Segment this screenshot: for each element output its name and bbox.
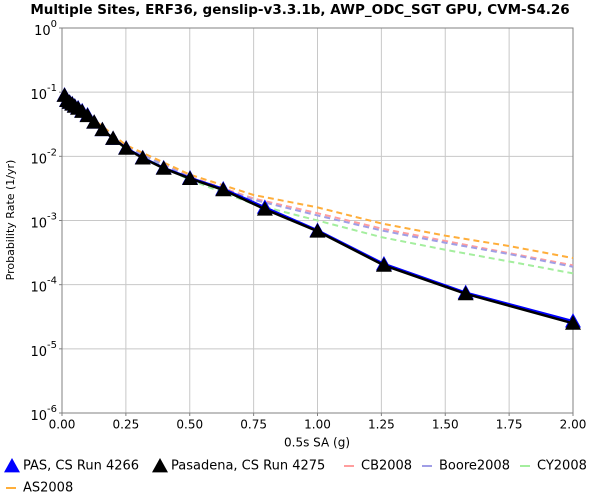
legend-marker	[152, 458, 168, 473]
data-point	[105, 130, 122, 145]
x-tick-label: 0.50	[176, 418, 203, 432]
data-point	[309, 223, 326, 238]
x-tick-label: 1.25	[368, 418, 395, 432]
y-tick-label: 10-6	[30, 404, 57, 424]
x-tick-label: 1.75	[496, 418, 523, 432]
x-tick-label: 0.25	[113, 418, 140, 432]
y-tick-exponent: 0	[51, 19, 57, 30]
x-tick-label: 0.75	[240, 418, 267, 432]
chart-title: Multiple Sites, ERF36, genslip-v3.3.1b, …	[30, 2, 569, 18]
data-point	[134, 150, 151, 165]
data-point	[118, 140, 135, 155]
y-tick-exponent: -4	[47, 276, 57, 287]
y-tick-exponent: -2	[47, 147, 57, 158]
y-tick-exponent: -6	[47, 404, 57, 415]
data-point	[155, 160, 172, 175]
data-point	[94, 121, 111, 137]
y-tick-label: 10-5	[30, 340, 57, 360]
data-point	[375, 257, 392, 272]
y-tick-exponent: -5	[47, 340, 57, 351]
legend-label: AS2008	[23, 481, 73, 496]
x-tick-label: 1.50	[432, 418, 459, 432]
x-tick-label: 1.00	[304, 418, 331, 432]
y-tick-base: 10	[30, 409, 47, 424]
data-point	[215, 181, 232, 197]
data-point	[182, 170, 199, 185]
x-tick-label: 0.00	[49, 418, 76, 432]
legend-marker	[4, 458, 20, 473]
data-point	[86, 114, 103, 129]
y-tick-label: 10-4	[30, 276, 57, 296]
data-point	[457, 285, 474, 301]
legend-label: Boore2008	[439, 459, 510, 474]
data-point	[79, 107, 96, 123]
y-tick-label: 100	[34, 19, 57, 39]
y-tick-base: 10	[30, 280, 47, 295]
y-axis-label: Probability Rate (1/yr)	[4, 160, 17, 281]
y-tick-exponent: -3	[47, 212, 57, 223]
plot-frame	[61, 27, 574, 414]
y-tick-base: 10	[30, 88, 47, 103]
y-tick-base: 10	[34, 24, 51, 39]
legend-label: CY2008	[537, 459, 587, 474]
data-point	[256, 201, 273, 216]
legend-label: PAS, CS Run 4266	[23, 459, 139, 474]
y-tick-base: 10	[30, 344, 47, 359]
legend-label: CB2008	[361, 459, 412, 474]
y-tick-exponent: -1	[47, 83, 57, 94]
x-tick-label: 2.00	[560, 418, 587, 432]
y-tick-label: 10-3	[30, 212, 57, 232]
y-tick-base: 10	[30, 152, 47, 167]
legend-label: Pasadena, CS Run 4275	[171, 459, 325, 474]
y-tick-label: 10-1	[30, 83, 57, 103]
y-tick-label: 10-2	[30, 147, 57, 167]
x-axis-label: 0.5s SA (g)	[284, 436, 350, 450]
data-point	[565, 315, 581, 330]
y-tick-base: 10	[30, 216, 47, 231]
